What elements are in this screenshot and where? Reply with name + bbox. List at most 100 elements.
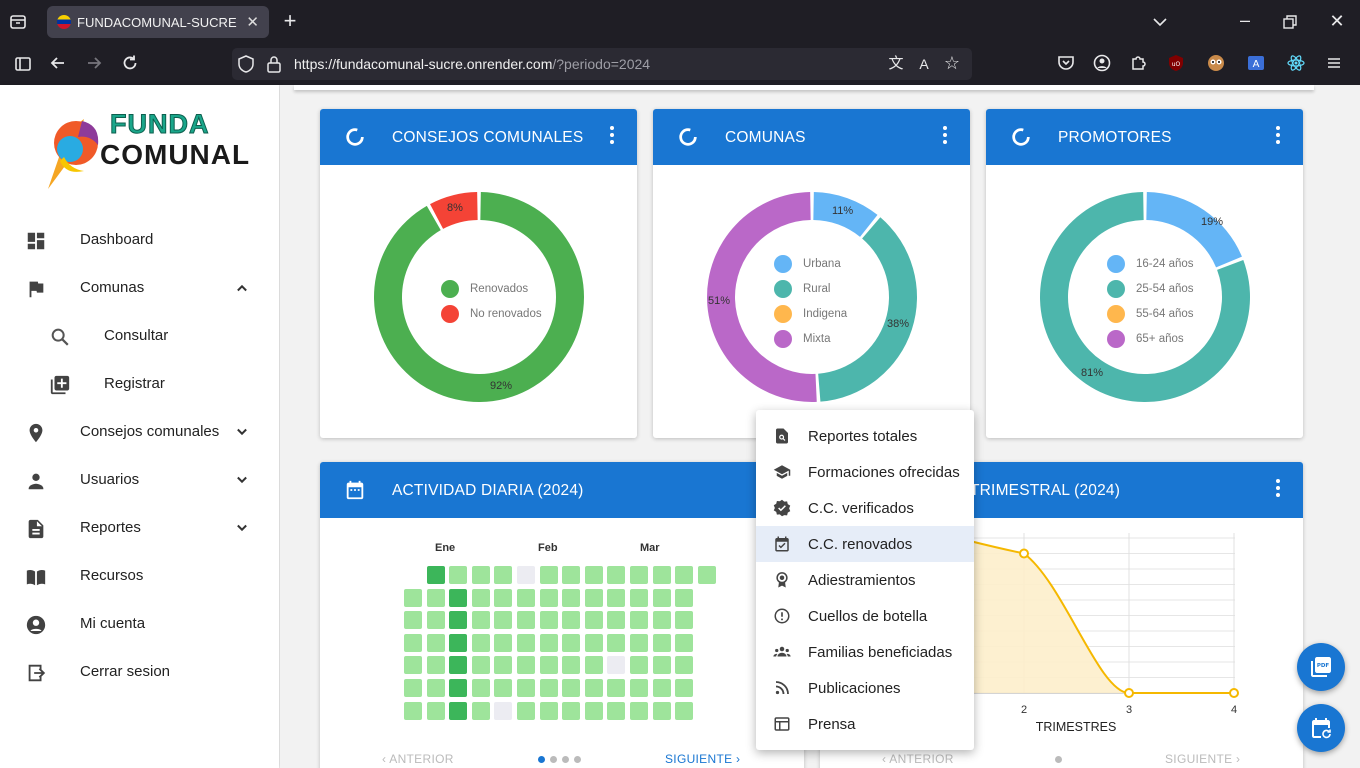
heatmap-cell[interactable] bbox=[494, 656, 513, 675]
lock-icon[interactable] bbox=[264, 54, 288, 74]
prev-page-button[interactable]: ‹ ANTERIOR bbox=[882, 752, 954, 766]
heatmap-cell[interactable] bbox=[562, 679, 581, 697]
heatmap-cell[interactable] bbox=[517, 611, 535, 630]
heatmap-cell[interactable] bbox=[630, 566, 648, 584]
heatmap-cell[interactable] bbox=[562, 656, 581, 675]
heatmap-cell[interactable] bbox=[426, 656, 445, 675]
heatmap-cell[interactable] bbox=[517, 633, 535, 652]
export-pdf-button[interactable]: PDF bbox=[1297, 643, 1345, 691]
browser-tab[interactable]: FUNDACOMUNAL-SUCRE ✕ bbox=[47, 6, 269, 38]
new-tab-icon[interactable]: + bbox=[283, 8, 297, 33]
heatmap-cell[interactable] bbox=[494, 566, 513, 584]
sidebar-subitem-consultar[interactable]: Consultar bbox=[0, 312, 279, 360]
menu-item-familias-beneficiadas[interactable]: Familias beneficiadas bbox=[756, 634, 974, 670]
more-vert-icon[interactable] bbox=[1275, 478, 1281, 498]
heatmap-cell[interactable] bbox=[562, 633, 581, 652]
heatmap-cell[interactable] bbox=[675, 679, 694, 697]
heatmap-cell[interactable] bbox=[471, 566, 490, 584]
page-dot[interactable] bbox=[562, 756, 569, 763]
heatmap-cell[interactable] bbox=[675, 656, 694, 675]
change-period-button[interactable] bbox=[1297, 704, 1345, 752]
heatmap-cell[interactable] bbox=[539, 611, 558, 630]
heatmap-cell[interactable] bbox=[607, 679, 626, 697]
heatmap-cell[interactable] bbox=[675, 588, 694, 607]
forward-icon[interactable] bbox=[84, 53, 108, 73]
heatmap-cell[interactable] bbox=[675, 611, 694, 630]
heatmap-cell[interactable] bbox=[539, 633, 558, 652]
heatmap-cell[interactable] bbox=[652, 679, 671, 697]
heatmap-cell[interactable] bbox=[494, 633, 513, 652]
close-tab-icon[interactable]: ✕ bbox=[246, 14, 259, 31]
heatmap-cell[interactable] bbox=[652, 588, 671, 607]
heatmap-cell[interactable] bbox=[471, 588, 490, 607]
heatmap-cell[interactable] bbox=[607, 701, 626, 720]
heatmap-cell[interactable] bbox=[449, 566, 468, 584]
translate-icon[interactable]: 文 bbox=[888, 55, 904, 72]
pie-slice[interactable] bbox=[430, 192, 478, 229]
page-dot-active[interactable] bbox=[538, 756, 545, 763]
heatmap-cell[interactable] bbox=[675, 566, 694, 584]
chevron-down-icon[interactable] bbox=[232, 422, 252, 442]
heatmap-cell[interactable] bbox=[607, 656, 626, 675]
heatmap-cell[interactable] bbox=[697, 566, 716, 584]
heatmap-cell[interactable] bbox=[449, 656, 468, 675]
heatmap-cell[interactable] bbox=[652, 633, 671, 652]
heatmap-cell[interactable] bbox=[607, 588, 626, 607]
heatmap-cell[interactable] bbox=[426, 701, 445, 720]
pie-slice[interactable] bbox=[1146, 192, 1242, 268]
chevron-down-icon[interactable] bbox=[232, 518, 252, 538]
heatmap-cell[interactable] bbox=[517, 566, 535, 584]
tab-list-chevron-icon[interactable] bbox=[1150, 12, 1174, 32]
heatmap-cell[interactable] bbox=[630, 679, 648, 697]
extensions-icon[interactable] bbox=[1128, 53, 1152, 73]
sidebar-subitem-registrar[interactable]: Registrar bbox=[0, 360, 279, 408]
heatmap-cell[interactable] bbox=[539, 701, 558, 720]
heatmap-cell[interactable] bbox=[471, 633, 490, 652]
heatmap-cell[interactable] bbox=[404, 611, 422, 630]
app-menu-icon[interactable] bbox=[1324, 53, 1348, 73]
pie-slice[interactable] bbox=[818, 217, 917, 402]
heatmap-cell[interactable] bbox=[517, 656, 535, 675]
heatmap-cell[interactable] bbox=[471, 701, 490, 720]
ublock-icon[interactable]: uO bbox=[1166, 53, 1190, 73]
menu-item-reportes-totales[interactable]: Reportes totales bbox=[756, 418, 974, 454]
heatmap-cell[interactable] bbox=[562, 566, 581, 584]
heatmap-cell[interactable] bbox=[449, 633, 468, 652]
heatmap-cell[interactable] bbox=[449, 611, 468, 630]
page-dot[interactable] bbox=[550, 756, 557, 763]
heatmap-cell[interactable] bbox=[539, 588, 558, 607]
heatmap-cell[interactable] bbox=[607, 633, 626, 652]
heatmap-cell[interactable] bbox=[652, 656, 671, 675]
sidebar-item-usuarios[interactable]: Usuarios bbox=[0, 456, 279, 504]
menu-item-adiestramientos[interactable]: Adiestramientos bbox=[756, 562, 974, 598]
heatmap-cell[interactable] bbox=[539, 566, 558, 584]
bookmark-star-icon[interactable]: ☆ bbox=[943, 53, 961, 73]
heatmap-cell[interactable] bbox=[630, 633, 648, 652]
page-dot-active[interactable] bbox=[1055, 756, 1062, 763]
heatmap-cell[interactable] bbox=[630, 701, 648, 720]
pie-slice[interactable] bbox=[374, 192, 584, 402]
tab-overview-icon[interactable] bbox=[8, 12, 32, 32]
heatmap-cell[interactable] bbox=[584, 656, 603, 675]
heatmap-cell[interactable] bbox=[584, 679, 603, 697]
sidebar-item-recursos[interactable]: Recursos bbox=[0, 552, 279, 600]
heatmap-cell[interactable] bbox=[675, 633, 694, 652]
fundacomunal-logo[interactable]: FUNDA COMUNAL bbox=[38, 101, 249, 193]
heatmap-cell[interactable] bbox=[426, 588, 445, 607]
heatmap-cell[interactable] bbox=[404, 656, 422, 675]
sidebar-item-cerrar-sesion[interactable]: Cerrar sesion bbox=[0, 648, 279, 696]
sidebar-item-mi-cuenta[interactable]: Mi cuenta bbox=[0, 600, 279, 648]
address-bar[interactable]: https://fundacomunal-sucre.onrender.com/… bbox=[232, 48, 972, 80]
minimize-icon[interactable]: – bbox=[1239, 10, 1250, 30]
next-page-button[interactable]: SIGUIENTE › bbox=[1165, 752, 1241, 766]
heatmap-cell[interactable] bbox=[471, 679, 490, 697]
heatmap-cell[interactable] bbox=[675, 701, 694, 720]
sidebar-toggle-icon[interactable] bbox=[13, 54, 37, 74]
menu-item-formaciones-ofrecidas[interactable]: Formaciones ofrecidas bbox=[756, 454, 974, 490]
heatmap-cell[interactable] bbox=[562, 588, 581, 607]
menu-item-cuellos-de-botella[interactable]: Cuellos de botella bbox=[756, 598, 974, 634]
heatmap-cell[interactable] bbox=[517, 679, 535, 697]
heatmap-cell[interactable] bbox=[584, 701, 603, 720]
react-devtools-icon[interactable] bbox=[1286, 53, 1310, 73]
menu-item-cc-verificados[interactable]: C.C. verificados bbox=[756, 490, 974, 526]
